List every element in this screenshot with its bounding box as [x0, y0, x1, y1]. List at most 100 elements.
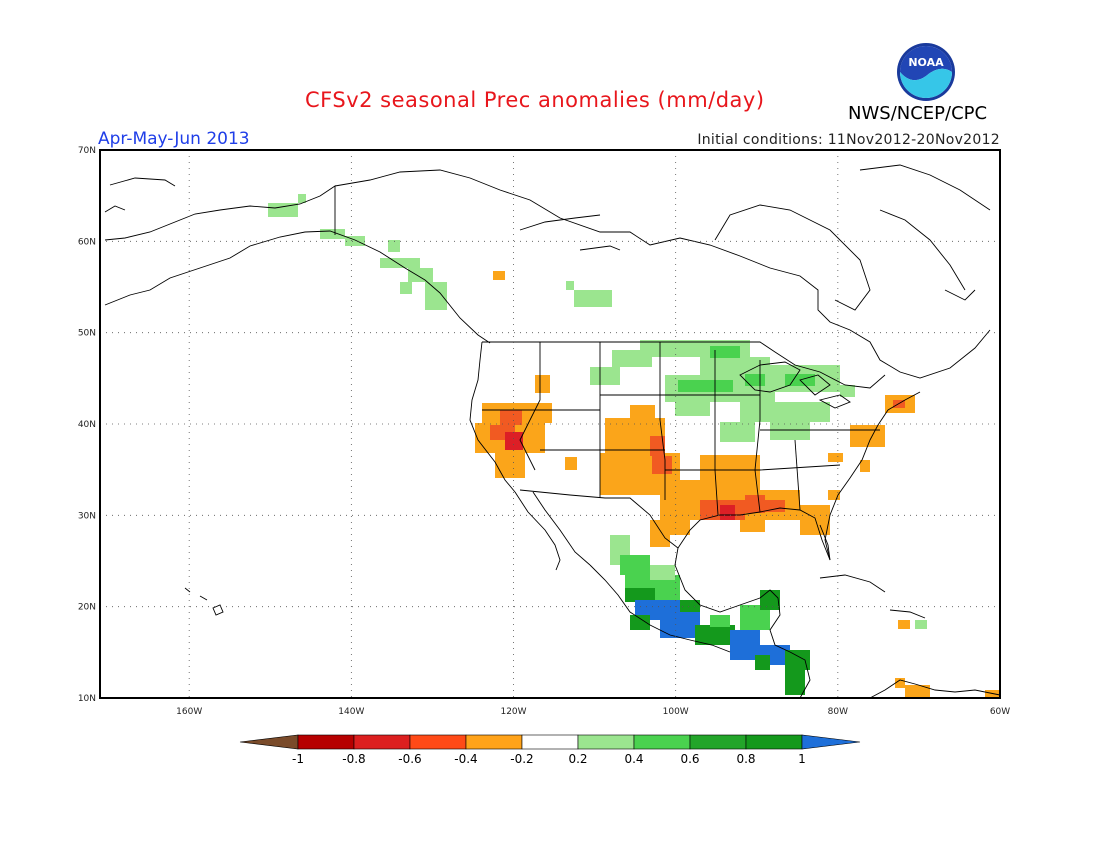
anomaly-cell: [574, 290, 612, 307]
anomaly-cell: [710, 615, 730, 627]
longitude-labels: 160W 140W 120W 100W 80W 60W: [176, 707, 1010, 717]
anomaly-cell: [898, 620, 910, 629]
coastline: [819, 574, 886, 593]
coastline: [579, 245, 621, 251]
anomaly-cell: [565, 457, 577, 470]
anomaly-cell: [652, 456, 672, 474]
colorbar-segment: [521, 734, 579, 750]
coastline: [674, 547, 761, 613]
anomaly-cell: [535, 375, 550, 393]
state-border: [794, 439, 801, 511]
coastline: [879, 209, 966, 291]
colorbar-label: -0.2: [510, 752, 533, 766]
anomaly-cell: [710, 346, 740, 358]
anomaly-cell: [740, 520, 765, 532]
state-border: [714, 350, 719, 516]
anomaly-cell: [650, 535, 670, 547]
anomaly-cell: [745, 374, 765, 386]
anomaly-cell: [985, 690, 1000, 699]
coastline: [184, 587, 191, 593]
colorbar-label: -1: [292, 752, 304, 766]
anomaly-cell: [630, 405, 655, 420]
map-grid: [100, 150, 1000, 698]
coastline: [824, 391, 921, 561]
border: [519, 489, 679, 549]
anomaly-cell: [345, 236, 365, 246]
colorbar-segment: [409, 734, 467, 750]
anomaly-cell: [650, 565, 675, 580]
lake: [818, 394, 851, 409]
colorbar-segment: [577, 734, 635, 750]
anomaly-cell: [905, 685, 930, 699]
anomaly-cell: [500, 410, 522, 425]
lat-tick-label: 40N: [78, 420, 96, 430]
colorbar-segment: [465, 734, 523, 750]
anomaly-cell: [495, 453, 525, 478]
anomaly-cell: [625, 588, 655, 602]
anomaly-cell: [680, 600, 700, 612]
colorbar-segment: [633, 734, 691, 750]
colorbar-segment: [353, 734, 411, 750]
noaa-logo: NOAA: [896, 42, 956, 102]
colorbar-arrow-left: [239, 734, 299, 750]
border: [482, 341, 886, 389]
lat-tick-label: 60N: [78, 237, 96, 247]
lon-tick-label: 160W: [176, 707, 202, 717]
anomaly-cell: [630, 615, 650, 630]
anomaly-cell: [590, 367, 620, 385]
anomaly-cell: [860, 460, 870, 472]
anomaly-shading: [268, 194, 1000, 699]
lake: [799, 374, 831, 396]
colorbar-segment: [297, 734, 355, 750]
coastline: [519, 214, 601, 231]
latitude-labels: 70N 60N 50N 40N 30N 20N 10N: [78, 146, 96, 704]
anomaly-cell: [388, 240, 400, 252]
anomaly-cell: [895, 678, 905, 688]
anomaly-cell: [700, 357, 770, 375]
anomaly-cell: [760, 590, 780, 610]
colorbar-label: 0.2: [568, 752, 587, 766]
lon-tick-label: 140W: [338, 707, 364, 717]
anomaly-cell: [650, 436, 665, 456]
anomaly-cell: [400, 282, 412, 294]
map-frame: [99, 149, 1001, 699]
coastline: [532, 491, 591, 566]
initial-conditions: Initial conditions: 11Nov2012-20Nov2012: [697, 132, 1000, 148]
colorbar-label: 1: [798, 752, 806, 766]
anomaly-cell: [828, 453, 843, 462]
coastline: [944, 289, 976, 301]
lat-tick-label: 10N: [78, 694, 96, 704]
anomaly-cell: [740, 402, 830, 422]
anomaly-cell: [505, 432, 523, 450]
agency-label: NWS/NCEP/CPC: [848, 103, 988, 124]
anomaly-cell: [770, 422, 810, 440]
anomaly-cell: [675, 402, 710, 416]
coastline: [212, 604, 224, 616]
anomaly-cell: [700, 455, 760, 490]
lake: [739, 361, 801, 393]
coastline: [889, 609, 926, 619]
lon-tick-label: 60W: [990, 707, 1010, 717]
anomaly-cell: [566, 281, 574, 290]
colorbar-label: -0.6: [398, 752, 421, 766]
coastline: [104, 230, 491, 344]
anomaly-cell: [620, 555, 650, 575]
state-border: [659, 342, 666, 500]
anomaly-cell: [765, 500, 785, 512]
lon-tick-label: 80W: [828, 707, 848, 717]
anomaly-cell: [678, 380, 733, 392]
map-lines: [104, 164, 1001, 699]
colorbar-label: -0.8: [342, 752, 365, 766]
colorbar-segment: [689, 734, 747, 750]
lat-tick-label: 50N: [78, 329, 96, 339]
colorbar: -1 -0.8 -0.6 -0.4 -0.2 0.2 0.4 0.6 0.8 1: [239, 734, 861, 766]
coastline: [859, 164, 991, 211]
forecast-period: Apr-May-Jun 2013: [98, 129, 250, 149]
lat-tick-label: 30N: [78, 511, 96, 521]
anomaly-cell: [720, 505, 735, 520]
coastline: [714, 204, 871, 311]
anomaly-cell: [828, 490, 840, 500]
anomaly-cell: [493, 271, 505, 280]
state-border: [754, 360, 761, 513]
